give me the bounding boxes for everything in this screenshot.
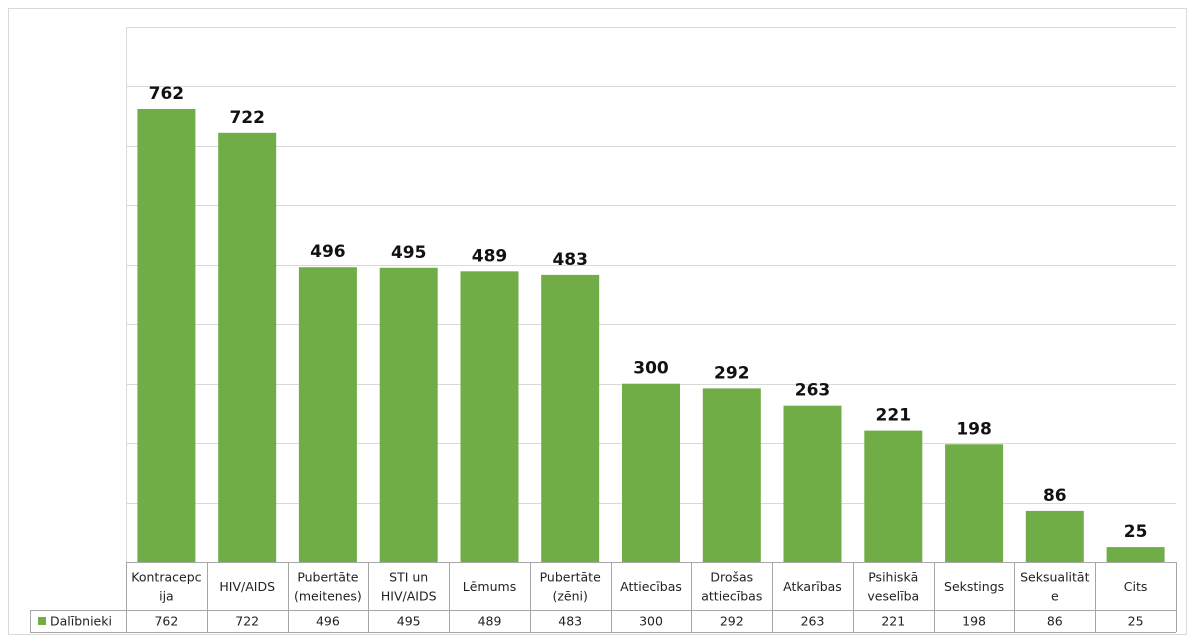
category-label-3: STI un <box>389 570 428 585</box>
bar-6 <box>622 383 680 562</box>
table-value-12: 25 <box>1128 614 1144 629</box>
data-label-11: 86 <box>1043 486 1067 506</box>
table-value-11: 86 <box>1047 614 1063 629</box>
table-value-3: 495 <box>397 614 421 629</box>
table-value-4: 489 <box>478 614 502 629</box>
bar-3 <box>379 267 438 563</box>
category-label-8: Atkarības <box>783 579 842 594</box>
category-label-12: Cits <box>1124 579 1148 594</box>
category-label-3: HIV/AIDS <box>381 589 437 604</box>
category-label-2: (meitenes) <box>294 589 362 604</box>
category-label-7: Drošas <box>710 570 753 585</box>
table-value-9: 221 <box>881 614 905 629</box>
bar-12 <box>1106 547 1165 562</box>
category-label-7: attiecības <box>701 589 762 604</box>
data-label-6: 300 <box>633 359 669 379</box>
legend-label: Dalībnieki <box>50 614 112 629</box>
category-label-0: ija <box>159 589 174 604</box>
data-label-3: 495 <box>391 243 427 263</box>
category-label-5: (zēni) <box>552 589 587 604</box>
data-label-10: 198 <box>956 419 992 439</box>
table-value-2: 496 <box>316 614 340 629</box>
bar-7 <box>702 388 761 562</box>
bar-10 <box>945 444 1004 562</box>
table-value-7: 292 <box>720 614 744 629</box>
table-value-0: 762 <box>154 614 178 629</box>
data-label-5: 483 <box>552 250 588 270</box>
table-value-10: 198 <box>962 614 986 629</box>
table-value-5: 483 <box>558 614 582 629</box>
bar-0 <box>137 109 196 562</box>
data-label-1: 722 <box>229 108 265 128</box>
bar-9 <box>864 430 923 562</box>
category-label-11: Seksualitāt <box>1020 570 1089 585</box>
table-value-6: 300 <box>639 614 663 629</box>
category-label-9: veselība <box>867 589 919 604</box>
category-label-9: Psihiskā <box>868 570 918 585</box>
data-label-12: 25 <box>1124 522 1148 542</box>
data-label-8: 263 <box>795 381 831 401</box>
category-label-1: HIV/AIDS <box>219 579 275 594</box>
category-label-4: Lēmums <box>463 579 516 594</box>
bar-1 <box>218 132 277 563</box>
bar-8 <box>783 405 842 562</box>
category-label-6: Attiecības <box>620 579 682 594</box>
legend-swatch <box>38 617 46 625</box>
data-label-2: 496 <box>310 242 346 262</box>
bar-5 <box>541 274 600 562</box>
category-label-0: Kontracepc <box>131 570 201 585</box>
category-label-2: Pubertāte <box>297 570 358 585</box>
data-label-4: 489 <box>472 246 508 266</box>
data-label-0: 762 <box>149 84 185 104</box>
table-value-1: 722 <box>235 614 259 629</box>
bar-2 <box>298 267 357 562</box>
category-label-11: e <box>1051 589 1059 604</box>
table-value-8: 263 <box>801 614 825 629</box>
data-label-9: 221 <box>876 406 912 426</box>
bar-11 <box>1025 510 1084 562</box>
bar-4 <box>460 271 519 562</box>
category-label-10: Sekstings <box>944 579 1004 594</box>
data-label-7: 292 <box>714 363 750 383</box>
category-label-5: Pubertāte <box>540 570 601 585</box>
